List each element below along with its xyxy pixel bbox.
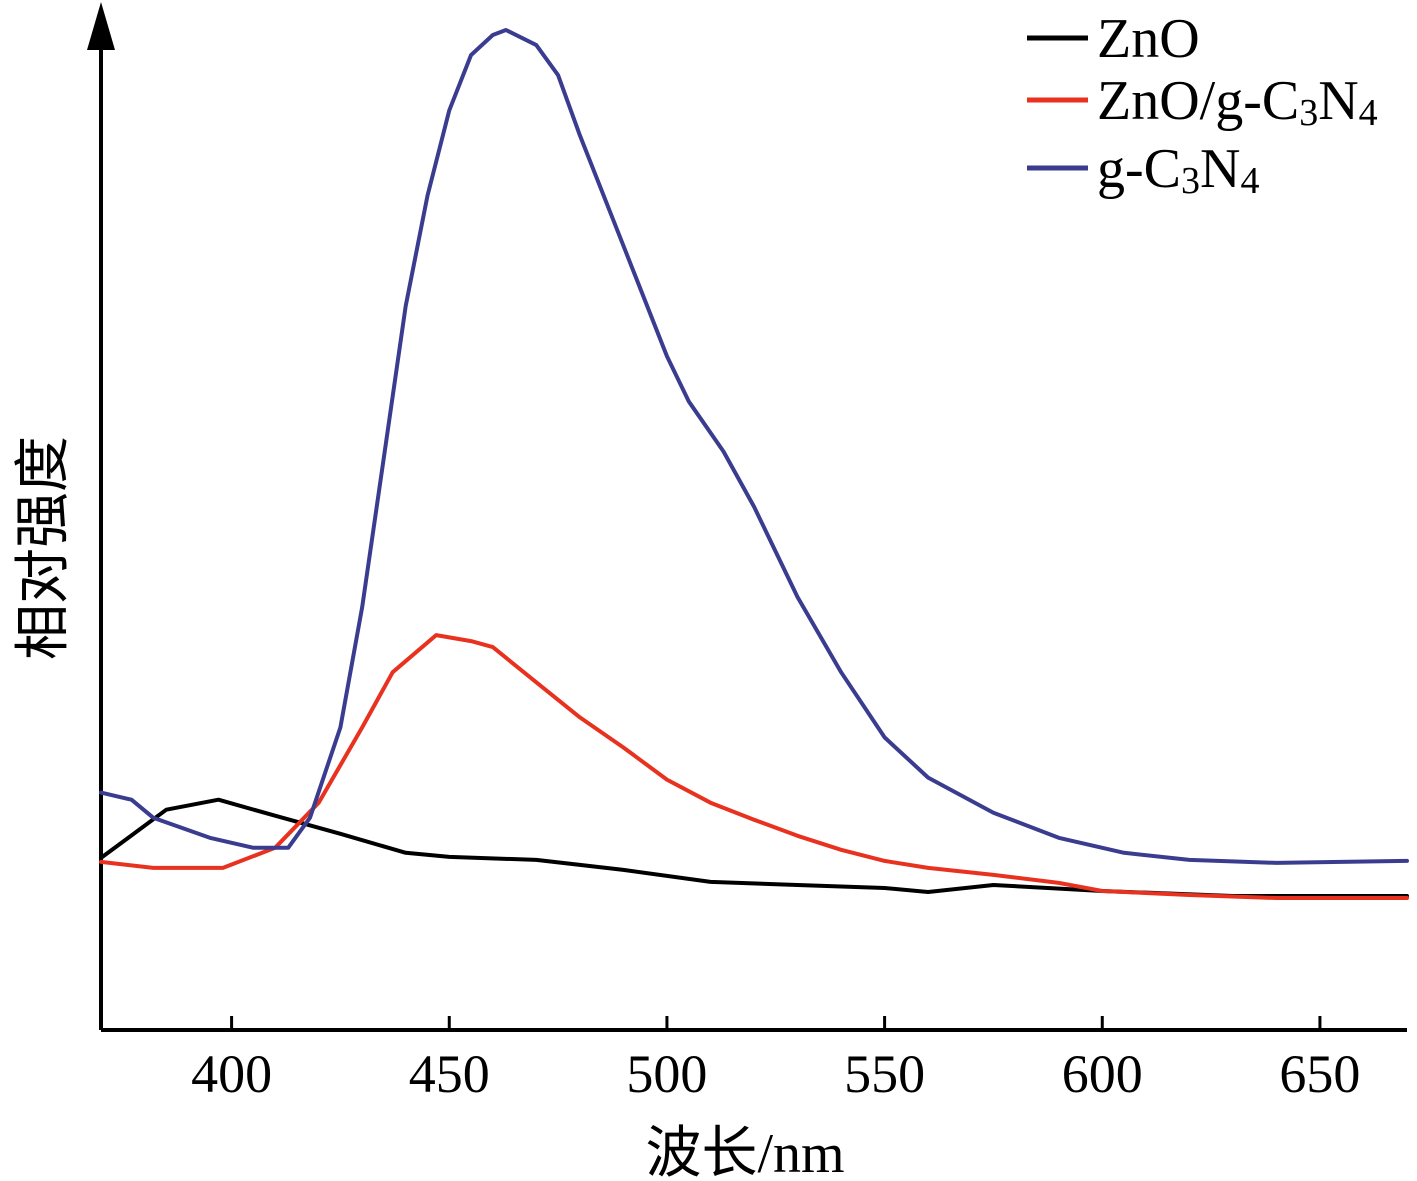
axes <box>87 2 1407 1032</box>
y-axis-label: 相对强度 <box>13 436 75 660</box>
series-line-2 <box>99 28 1409 865</box>
series-line-0 <box>99 797 1409 898</box>
x-tick-label: 550 <box>844 1044 925 1104</box>
x-ticks: 400 450 500 550 600 650 <box>191 1016 1360 1104</box>
x-axis-label: 波长/nm <box>645 1123 844 1181</box>
series-line-1 <box>99 633 1409 900</box>
x-tick-label: 500 <box>626 1044 707 1104</box>
x-tick-label: 600 <box>1062 1044 1143 1104</box>
x-tick-label: 450 <box>409 1044 490 1104</box>
legend-label: ZnO/g-C3N4 <box>1097 70 1378 134</box>
x-tick-label: 400 <box>191 1044 272 1104</box>
legend-label: g-C3N4 <box>1097 138 1259 202</box>
y-axis-arrow <box>87 2 115 50</box>
legend-label: ZnO <box>1097 8 1200 70</box>
x-tick-label: 650 <box>1279 1044 1360 1104</box>
series-layer <box>99 28 1409 900</box>
